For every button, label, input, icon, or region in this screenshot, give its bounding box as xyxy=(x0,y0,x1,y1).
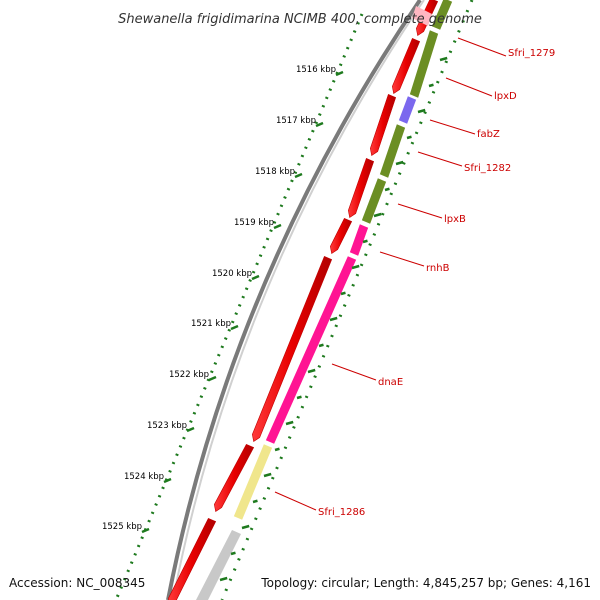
forward-cds-arrow xyxy=(370,94,397,157)
gene-segment xyxy=(431,0,453,30)
gene-leader-line xyxy=(429,119,476,135)
inner-tick xyxy=(417,108,426,114)
gene-label: Sfri_1286 xyxy=(318,507,365,518)
inner-tick xyxy=(285,420,294,426)
position-tick-label: 1520 kbp xyxy=(212,269,252,279)
gene-label: fabZ xyxy=(477,129,500,140)
inner-tick xyxy=(351,264,360,270)
inner-tick xyxy=(241,524,250,530)
genome-summary-text: Topology: circular; Length: 4,845,257 bp… xyxy=(260,576,591,590)
forward-cds-arrow xyxy=(252,256,333,443)
inner-tick xyxy=(384,187,390,192)
inner-tick xyxy=(439,56,448,62)
forward-cds-track xyxy=(168,0,439,600)
position-tick xyxy=(230,324,239,331)
position-tick xyxy=(208,375,217,382)
genome-backbone-inner xyxy=(172,0,425,600)
gene-segment xyxy=(398,96,417,124)
gene-leader-line xyxy=(379,251,425,267)
position-tick-label: 1519 kbp xyxy=(234,218,274,228)
inner-tick xyxy=(318,343,324,348)
position-tick-label: 1521 kbp xyxy=(191,319,231,329)
inner-tick-marks xyxy=(219,56,448,582)
position-tick xyxy=(335,70,344,77)
gene-leader-line xyxy=(274,491,317,511)
forward-cds-arrow xyxy=(392,38,421,95)
inner-tick xyxy=(296,395,302,400)
gene-segment xyxy=(409,30,439,98)
gene-leader-line xyxy=(397,203,443,219)
forward-cds-arrow xyxy=(330,218,353,255)
gene-label: Sfri_1279 xyxy=(508,48,555,59)
gene-label: Sfri_1282 xyxy=(464,163,511,174)
inner-tick xyxy=(307,368,316,374)
inner-tick xyxy=(428,83,434,88)
inner-tick xyxy=(340,291,346,296)
gene-segment xyxy=(379,124,406,178)
gene-leader-line xyxy=(457,37,507,57)
inner-tick xyxy=(219,576,228,582)
gene-labels: Sfri_1279 lpxD fabZ Sfri_1282 lpxB rnhB dnaE Sf… xyxy=(274,37,555,518)
forward-cds-arrow xyxy=(168,518,217,600)
gene-leader-line xyxy=(331,363,377,381)
position-tick xyxy=(186,426,195,433)
position-tick xyxy=(294,172,303,179)
gene-leader-line xyxy=(417,151,463,167)
position-tick xyxy=(273,223,282,230)
position-tick xyxy=(315,121,324,128)
position-tick-label: 1517 kbp xyxy=(276,116,316,126)
accession-text: Accession: NC_008345 xyxy=(9,576,145,590)
position-tick-label: 1518 kbp xyxy=(255,167,295,177)
position-tick-label: 1524 kbp xyxy=(124,472,164,482)
position-tick xyxy=(163,477,172,484)
inner-tick xyxy=(406,135,412,140)
inner-tick xyxy=(329,316,338,322)
inner-tick xyxy=(263,472,272,478)
gene-label: lpxB xyxy=(444,214,466,225)
position-tick xyxy=(141,527,150,534)
gene-segment-unlabeled xyxy=(412,6,432,26)
position-tick-label: 1516 kbp xyxy=(296,65,336,75)
gene-label: dnaE xyxy=(378,377,403,388)
gene-track xyxy=(196,0,453,600)
gene-segment-unlabeled xyxy=(196,530,241,600)
inner-tick xyxy=(252,499,258,504)
position-tick-label: 1525 kbp xyxy=(102,522,142,532)
position-tick-label: 1523 kbp xyxy=(147,421,187,431)
forward-cds-arrow xyxy=(348,158,375,219)
position-ticks: 1516 kbp 1517 kbp 1518 kbp 1519 kbp 1520 kbp… xyxy=(102,65,344,534)
inner-tick xyxy=(274,447,280,452)
position-tick-label: 1522 kbp xyxy=(169,370,209,380)
inner-tick xyxy=(362,239,368,244)
gene-segment xyxy=(265,256,357,444)
inner-tick xyxy=(373,212,382,218)
gene-label: rnhB xyxy=(426,263,450,274)
position-tick xyxy=(251,274,260,281)
forward-cds-arrow xyxy=(214,444,255,513)
gene-segment xyxy=(349,224,369,256)
inner-tick xyxy=(395,160,404,166)
gene-segment xyxy=(233,444,273,520)
genome-backbone xyxy=(166,0,422,600)
inner-tick xyxy=(230,551,236,556)
gene-leader-line xyxy=(445,77,493,97)
gene-segment xyxy=(361,178,387,224)
gene-label: lpxD xyxy=(494,91,517,102)
map-title: Shewanella frigidimarina NCIMB 400, comp… xyxy=(118,12,482,27)
